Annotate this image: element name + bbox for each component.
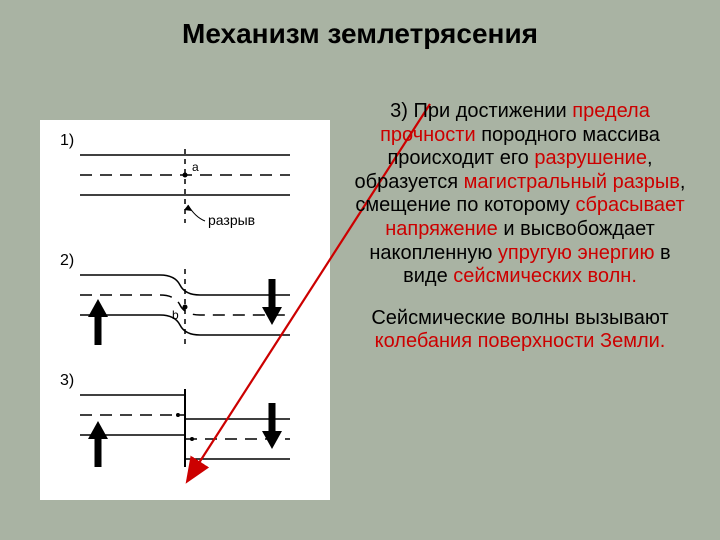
diagram-container: 1) a разрыв 2) xyxy=(40,120,330,500)
slide-title: Механизм землетрясения xyxy=(0,18,720,50)
panel3-label: 3) xyxy=(60,372,74,389)
mechanism-diagram: 1) a разрыв 2) xyxy=(40,120,330,500)
paragraph-1: 3) При достижении предела прочности поро… xyxy=(345,100,695,289)
panel1-label: 1) xyxy=(60,132,74,149)
slide: Механизм землетрясения 1) xyxy=(0,0,720,540)
panel2-group: b xyxy=(80,269,290,345)
paragraph-2: Сейсмические волны вызывают колебания по… xyxy=(345,307,695,354)
panel3-group xyxy=(80,389,290,467)
panel1-group: a разрыв xyxy=(80,149,290,228)
panel2-label: 2) xyxy=(60,252,74,269)
point-a-label: a xyxy=(192,160,199,174)
body-text: 3) При достижении предела прочности поро… xyxy=(345,100,695,354)
point-b-label: b xyxy=(172,308,179,322)
razryv-label: разрыв xyxy=(208,212,255,228)
